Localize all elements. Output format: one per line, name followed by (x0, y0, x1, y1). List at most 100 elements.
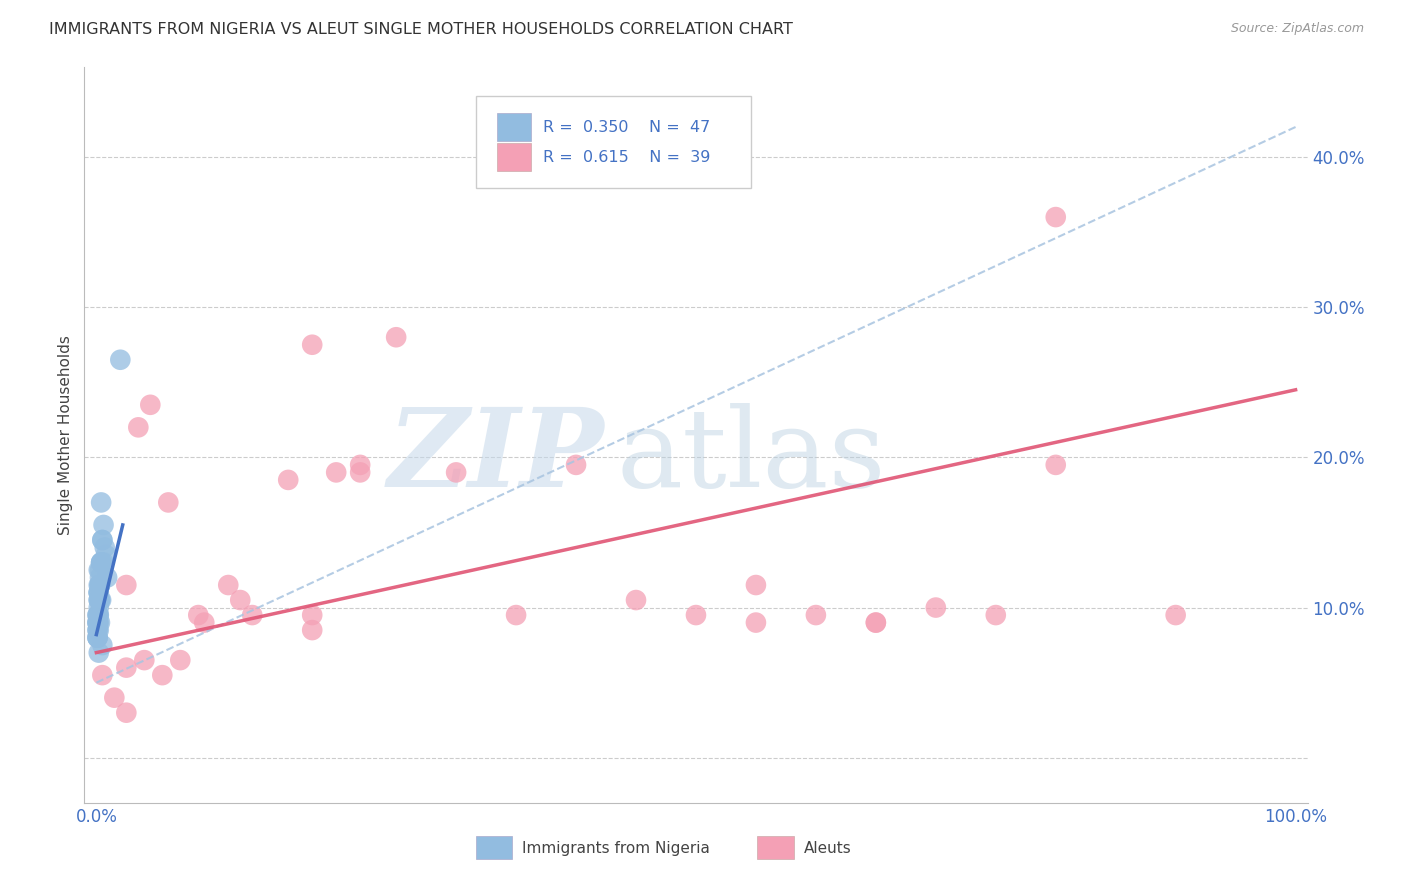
FancyBboxPatch shape (496, 113, 531, 141)
Point (89, 578, 111, 592)
Point (865, 615, 887, 630)
Point (87, 593, 110, 607)
Point (87, 623, 110, 637)
Text: R =  0.350    N =  47: R = 0.350 N = 47 (543, 120, 710, 135)
Point (187, 608, 209, 623)
Point (96, 570, 118, 584)
Point (193, 615, 215, 630)
Point (89, 593, 111, 607)
Point (86, 631, 108, 645)
Point (94, 548, 117, 562)
Point (349, 466, 371, 480)
Point (103, 690, 125, 705)
Point (89, 563, 111, 577)
Point (93, 518, 115, 533)
Text: R =  0.615    N =  39: R = 0.615 N = 39 (543, 150, 710, 165)
Point (91, 668, 114, 682)
Point (86, 608, 108, 623)
Point (1045, 210, 1067, 224)
Point (865, 615, 887, 630)
Point (90, 495, 112, 509)
Point (87, 585, 110, 599)
Point (89, 615, 111, 630)
Point (115, 578, 138, 592)
Point (86, 631, 108, 645)
FancyBboxPatch shape (758, 836, 794, 860)
Text: Immigrants from Nigeria: Immigrants from Nigeria (522, 841, 710, 856)
Point (89, 593, 111, 607)
Point (804, 608, 827, 623)
Point (139, 398, 162, 412)
Point (89, 593, 111, 607)
Point (385, 330, 408, 344)
Point (277, 473, 299, 487)
Point (90, 556, 112, 570)
Point (91, 533, 114, 547)
Point (86, 608, 108, 623)
Point (1045, 458, 1067, 472)
Point (89, 570, 111, 584)
Text: ZIP: ZIP (388, 403, 605, 511)
Point (925, 600, 948, 615)
Point (91, 638, 114, 652)
Point (325, 466, 347, 480)
Point (89, 578, 111, 592)
Point (134, 653, 156, 667)
Point (93, 541, 117, 555)
Point (89, 578, 111, 592)
Text: atlas: atlas (616, 403, 886, 510)
Text: Source: ZipAtlas.com: Source: ZipAtlas.com (1230, 22, 1364, 36)
Point (1164, 608, 1187, 623)
Point (86, 615, 108, 630)
Point (87, 608, 110, 623)
Point (86, 631, 108, 645)
Point (444, 466, 467, 480)
Point (150, 668, 173, 682)
Point (86, 623, 108, 637)
FancyBboxPatch shape (496, 144, 531, 171)
Point (87, 608, 110, 623)
Point (349, 458, 371, 472)
Point (301, 623, 323, 637)
Point (86, 615, 108, 630)
Point (301, 608, 323, 623)
Point (86, 623, 108, 637)
Point (115, 706, 138, 720)
Text: Aleuts: Aleuts (804, 841, 852, 856)
Point (87, 646, 110, 660)
Point (93, 556, 115, 570)
Point (87, 578, 110, 592)
Point (115, 660, 138, 674)
Point (90, 593, 112, 607)
Point (87, 585, 110, 599)
Point (89, 578, 111, 592)
Point (301, 337, 323, 351)
Point (217, 578, 239, 592)
Point (91, 533, 114, 547)
Point (87, 615, 110, 630)
Point (87, 563, 110, 577)
Point (505, 608, 527, 623)
FancyBboxPatch shape (475, 836, 513, 860)
Point (565, 458, 588, 472)
Point (624, 593, 647, 607)
Point (169, 653, 191, 667)
Point (87, 593, 110, 607)
Point (157, 495, 180, 509)
Point (240, 608, 263, 623)
Text: IMMIGRANTS FROM NIGERIA VS ALEUT SINGLE MOTHER HOUSEHOLDS CORRELATION CHART: IMMIGRANTS FROM NIGERIA VS ALEUT SINGLE … (49, 22, 793, 37)
FancyBboxPatch shape (475, 96, 751, 188)
Point (745, 578, 768, 592)
Point (229, 593, 252, 607)
Point (127, 420, 149, 434)
Point (87, 585, 110, 599)
Point (110, 352, 132, 367)
Point (745, 615, 768, 630)
Y-axis label: Single Mother Households: Single Mother Households (58, 334, 73, 535)
Point (984, 608, 1007, 623)
Point (685, 608, 707, 623)
Point (86, 615, 108, 630)
Point (90, 556, 112, 570)
Point (87, 600, 110, 615)
Point (90, 556, 112, 570)
